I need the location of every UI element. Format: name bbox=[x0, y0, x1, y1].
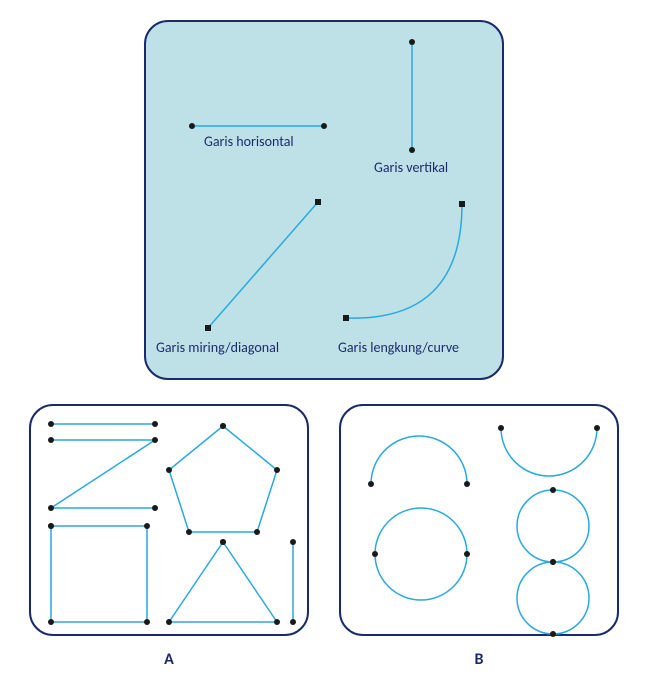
bottom-row: A B bbox=[20, 404, 628, 669]
line-types-svg: Garis horisontal Garis vertikal Garis miri… bbox=[146, 22, 506, 382]
svg-text:Garis lengkung/curve: Garis lengkung/curve bbox=[338, 339, 459, 356]
shapes-a-panel bbox=[29, 404, 309, 636]
line-types-panel: Garis horisontal Garis vertikal Garis miri… bbox=[144, 20, 504, 380]
svg-text:Garis horisontal: Garis horisontal bbox=[204, 133, 294, 150]
svg-text:Garis miring/diagonal: Garis miring/diagonal bbox=[156, 339, 279, 356]
svg-text:Garis vertikal: Garis vertikal bbox=[374, 159, 448, 176]
caption-a: A bbox=[164, 650, 174, 669]
shapes-a-svg bbox=[31, 406, 311, 638]
shapes-b-svg bbox=[341, 406, 621, 638]
shapes-b-panel bbox=[339, 404, 619, 636]
caption-b: B bbox=[475, 650, 484, 669]
